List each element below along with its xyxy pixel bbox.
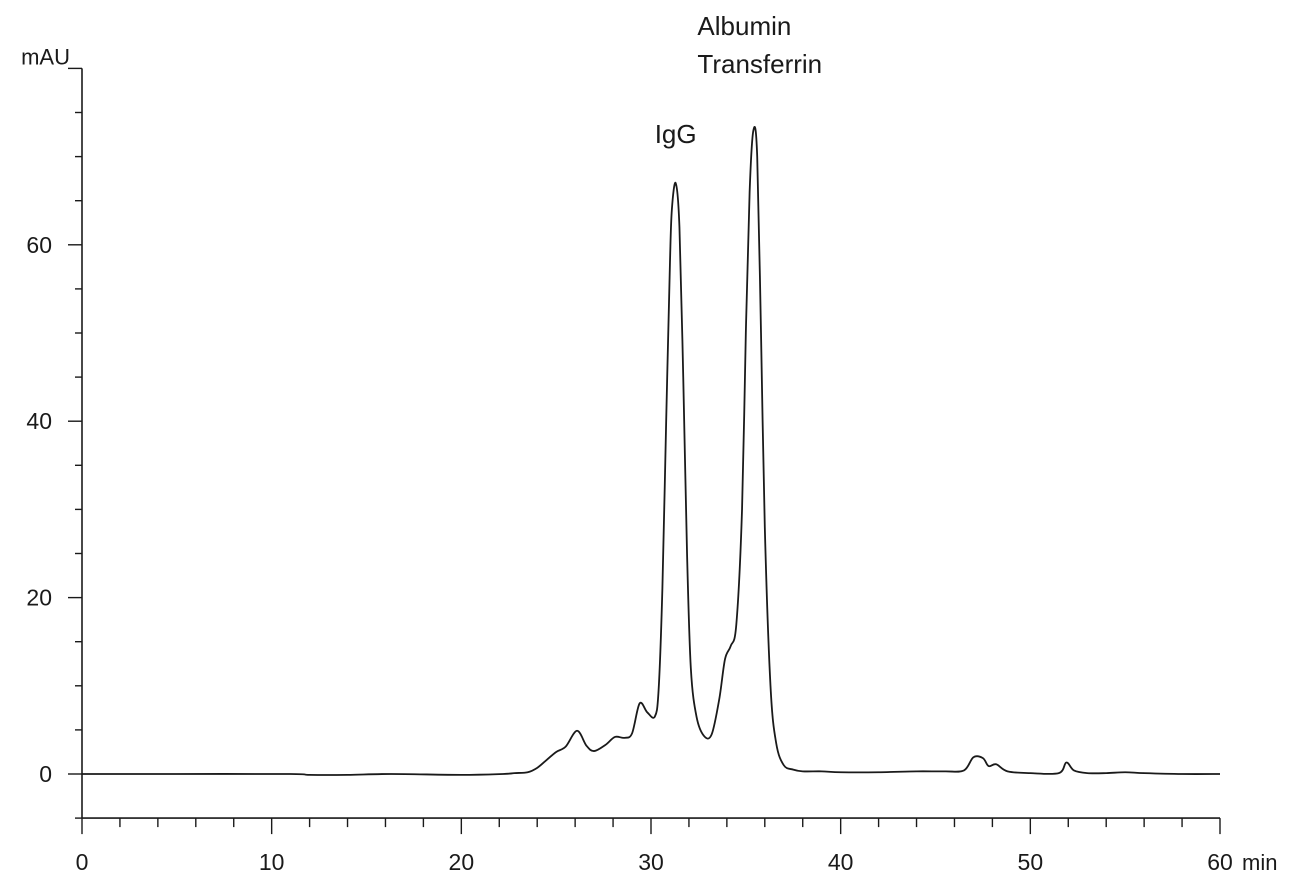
peak-label-transferrin: Transferrin bbox=[697, 49, 822, 79]
x-tick-label: 40 bbox=[828, 849, 854, 875]
x-tick-label: 30 bbox=[638, 849, 664, 875]
chromatogram-trace bbox=[81, 126, 1221, 776]
x-tick-label: 0 bbox=[76, 849, 89, 875]
y-tick-label: 60 bbox=[26, 232, 52, 258]
y-axis-unit-label: mAU bbox=[21, 44, 70, 69]
x-tick-label: 10 bbox=[259, 849, 285, 875]
x-axis-unit-label: min bbox=[1242, 850, 1277, 875]
x-tick-label: 20 bbox=[449, 849, 475, 875]
peak-label-albumin: Albumin bbox=[697, 11, 791, 41]
axes bbox=[81, 68, 1220, 819]
x-ticks: 0 10 20 30 40 50 60 bbox=[76, 818, 1233, 875]
y-tick-label: 40 bbox=[26, 408, 52, 434]
y-tick-label: 0 bbox=[39, 761, 52, 787]
x-tick-label: 50 bbox=[1018, 849, 1044, 875]
x-tick-label: 60 bbox=[1207, 849, 1233, 875]
peak-label-igg: IgG bbox=[655, 119, 697, 149]
y-ticks: 0 20 40 60 bbox=[26, 67, 82, 819]
y-tick-label: 20 bbox=[26, 585, 52, 611]
